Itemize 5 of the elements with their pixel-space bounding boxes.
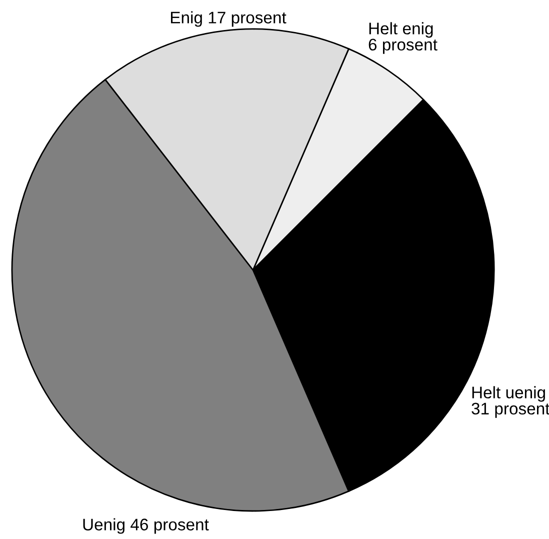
slice-label: Uenig 46 prosent [83, 518, 209, 534]
slice-label: Enig 17 prosent [170, 11, 286, 27]
slice-label: Helt enig [369, 22, 433, 38]
slice-label: Helt uenig [472, 386, 545, 402]
data-label: 6 prosent [368, 38, 438, 54]
